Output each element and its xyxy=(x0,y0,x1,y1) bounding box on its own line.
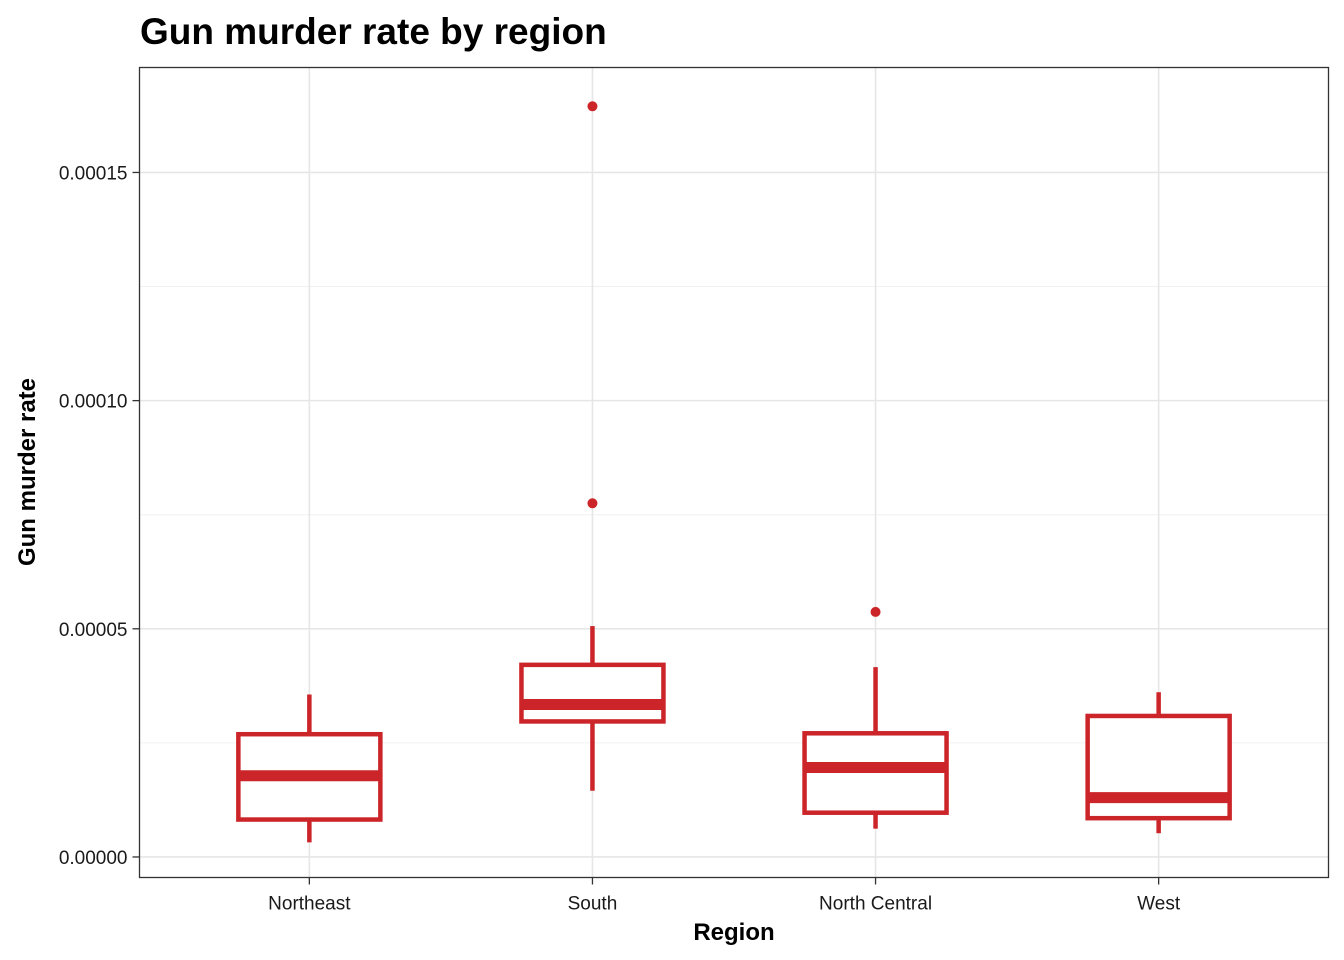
y-tick-label: 0.00005 xyxy=(59,620,128,641)
y-tick-label: 0.00015 xyxy=(59,163,128,184)
chart-title: Gun murder rate by region xyxy=(140,11,607,52)
box-west xyxy=(1085,692,1232,834)
outlier-point xyxy=(587,101,598,112)
x-tick-label: Northeast xyxy=(268,894,351,915)
y-tick-label: 0.00010 xyxy=(59,392,128,413)
outlier-point xyxy=(587,498,598,509)
x-tick-label: South xyxy=(568,894,618,915)
iqr-box xyxy=(519,662,666,724)
outlier-point xyxy=(870,606,881,617)
x-axis-title: Region xyxy=(693,919,774,946)
box-north-central xyxy=(802,606,949,829)
box-south xyxy=(519,101,666,791)
x-tick-label: North Central xyxy=(819,894,932,915)
x-tick-label: West xyxy=(1137,894,1181,915)
plot-panel-border xyxy=(138,66,1330,879)
box-plot-series xyxy=(236,101,1232,843)
axes: 0.00000 0.00005 0.00010 0.00015 Northeast Sou… xyxy=(59,163,1181,914)
y-tick-label: 0.00000 xyxy=(59,848,128,869)
y-axis-title: Gun murder rate xyxy=(14,378,41,566)
box-northeast xyxy=(236,694,383,843)
